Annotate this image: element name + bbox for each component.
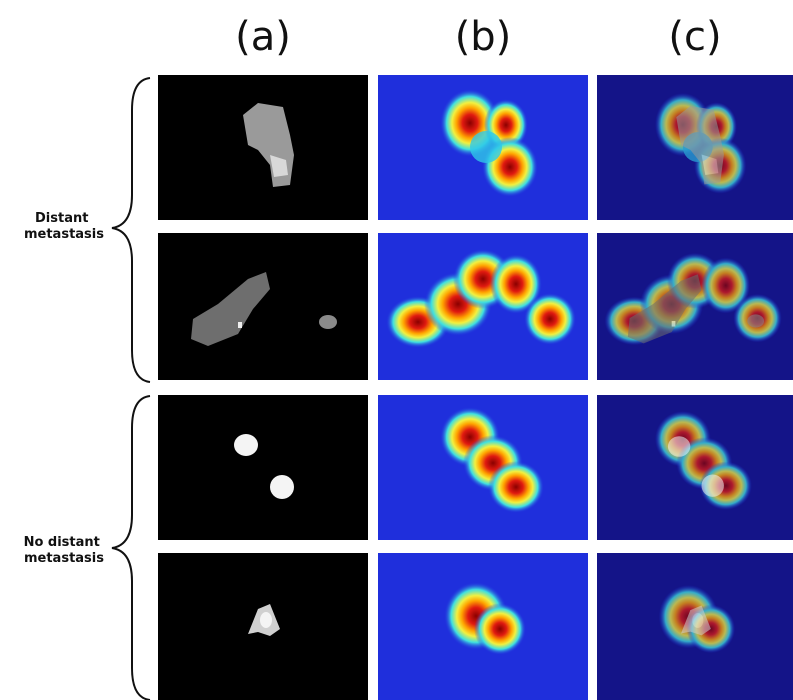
column-headers: (a) (b) (c) [235, 14, 721, 60]
image-panel [597, 233, 793, 380]
image-panel [158, 75, 368, 220]
panels [158, 75, 793, 700]
figure: (a) (b) (c) Distant metastasis No distan… [0, 0, 793, 700]
image-panel [378, 233, 588, 380]
braces [112, 78, 150, 700]
image-panel [378, 75, 588, 220]
group-label: No distant metastasis [24, 535, 105, 566]
image-panel [158, 233, 368, 380]
image-panel [597, 75, 793, 220]
image-panel [378, 553, 588, 700]
panel-background [158, 395, 368, 540]
column-label: (c) [668, 14, 721, 60]
column-label: (a) [235, 14, 291, 60]
group-label-line: metastasis [24, 227, 104, 242]
image-panel [158, 395, 368, 540]
group-label-line: metastasis [24, 551, 104, 566]
column-label: (b) [455, 14, 512, 60]
group-label: Distant metastasis [24, 211, 104, 242]
brace [112, 78, 150, 382]
group-label-line: Distant [35, 211, 88, 226]
brace [112, 396, 150, 700]
group-label-line: No distant [24, 535, 100, 550]
image-panel [158, 553, 368, 700]
panel-background [158, 233, 368, 380]
image-panel [597, 553, 793, 700]
image-panel [597, 395, 793, 540]
image-panel [378, 395, 588, 540]
